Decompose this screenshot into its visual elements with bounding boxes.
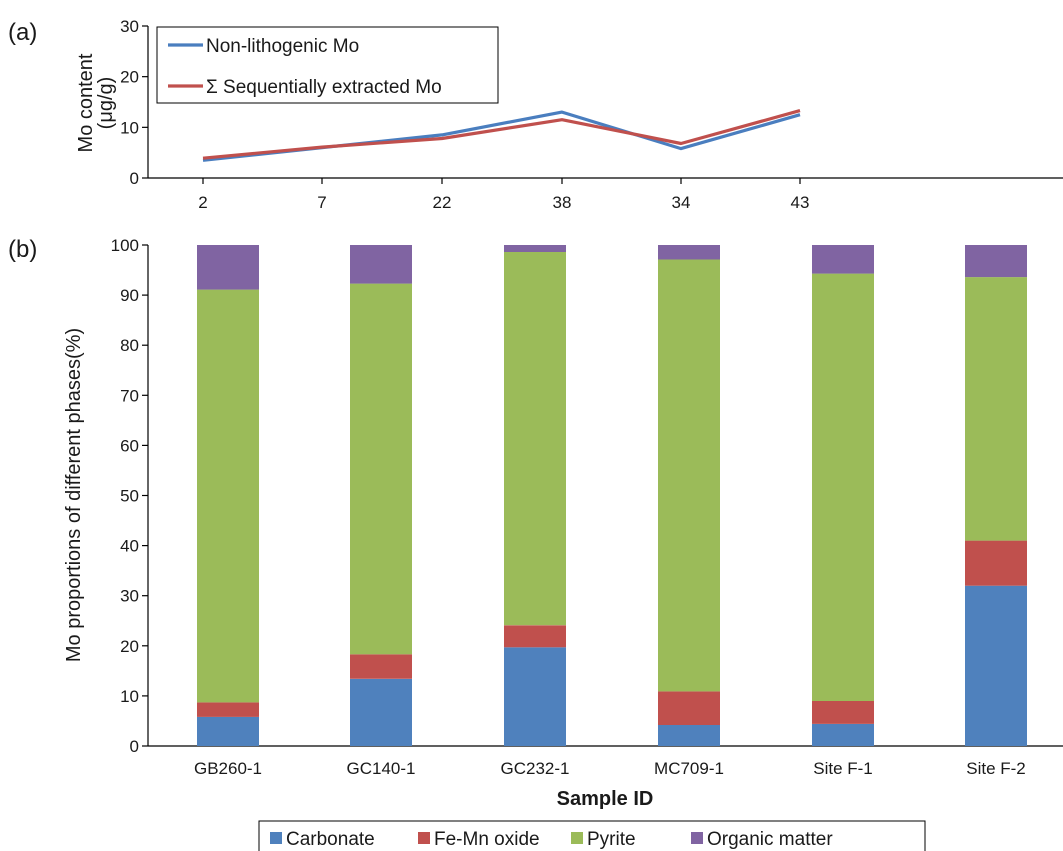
bar-segment-pyrite xyxy=(504,252,566,626)
bar-segment-fe-mn-oxide xyxy=(812,700,874,724)
y-tick-label-b: 100 xyxy=(111,236,139,255)
legend-swatch-b xyxy=(571,832,583,844)
x-tick-label-b: GC140-1 xyxy=(347,759,416,778)
bar-segment-fe-mn-oxide xyxy=(658,691,720,725)
y-tick-label-b: 50 xyxy=(120,487,139,506)
y-tick-label-b: 70 xyxy=(120,386,139,405)
panel-label-a: (a) xyxy=(8,19,37,46)
bar-segment-carbonate xyxy=(812,724,874,746)
y-tick-label-a: 20 xyxy=(120,68,139,87)
bar-segment-pyrite xyxy=(197,289,259,703)
legend-label-b: Pyrite xyxy=(587,829,636,850)
bar-segment-organic-matter xyxy=(504,245,566,252)
y-axis-title-a-line2: (μg/g) xyxy=(95,77,117,130)
y-tick-label-a: 0 xyxy=(130,169,139,188)
x-tick-label-b: Site F-2 xyxy=(966,759,1026,778)
y-axis-title-a-line1: Mo content xyxy=(75,53,97,152)
series-line-a-1 xyxy=(202,109,801,160)
x-axis-title-b: Sample ID xyxy=(557,788,654,810)
y-tick-label-b: 10 xyxy=(120,687,139,706)
bar-segment-organic-matter xyxy=(965,245,1027,278)
legend-swatch-b xyxy=(691,832,703,844)
x-tick-label-a: 34 xyxy=(672,193,691,212)
x-tick-label-b: MC709-1 xyxy=(654,759,724,778)
x-tick-label-a: 7 xyxy=(317,193,326,212)
x-tick-label-b: GC232-1 xyxy=(501,759,570,778)
y-tick-label-b: 0 xyxy=(130,737,139,756)
bar-segment-carbonate xyxy=(965,585,1027,746)
bar-segment-organic-matter xyxy=(812,245,874,274)
legend-swatch-b xyxy=(418,832,430,844)
bar-segment-carbonate xyxy=(350,678,412,746)
x-tick-label-a: 2 xyxy=(198,193,207,212)
x-tick-label-a: 38 xyxy=(553,193,572,212)
bar-segment-fe-mn-oxide xyxy=(504,625,566,648)
bar-segment-organic-matter xyxy=(350,245,412,284)
y-tick-label-b: 40 xyxy=(120,537,139,556)
y-tick-label-a: 10 xyxy=(120,118,139,137)
y-axis-title-b: Mo proportions of different phases(%) xyxy=(63,328,85,662)
y-tick-label-b: 20 xyxy=(120,637,139,656)
legend-swatch-b xyxy=(270,832,282,844)
legend-label-b: Carbonate xyxy=(286,829,375,850)
bar-segment-organic-matter xyxy=(658,245,720,260)
legend-box-a xyxy=(156,26,499,104)
bar-segment-organic-matter xyxy=(197,245,259,290)
bar-segment-carbonate xyxy=(197,716,259,746)
y-tick-label-a: 30 xyxy=(120,17,139,36)
bar-segment-carbonate xyxy=(658,725,720,746)
bar-segment-pyrite xyxy=(350,283,412,655)
panel-label-b: (b) xyxy=(8,236,37,263)
x-tick-label-b: GB260-1 xyxy=(194,759,262,778)
bar-segment-pyrite xyxy=(965,277,1027,541)
x-tick-label-a: 43 xyxy=(791,193,810,212)
bar-segment-pyrite xyxy=(812,273,874,701)
legend-label-a: Non-lithogenic Mo xyxy=(206,36,359,57)
legend-box-b xyxy=(258,820,926,851)
x-tick-label-b: Site F-1 xyxy=(813,759,873,778)
y-tick-label-b: 60 xyxy=(120,436,139,455)
y-tick-label-b: 30 xyxy=(120,587,139,606)
legend-label-b: Organic matter xyxy=(707,829,833,850)
bar-segment-fe-mn-oxide xyxy=(965,540,1027,586)
legend-label-a: Σ Sequentially extracted Mo xyxy=(206,77,442,98)
bar-segment-fe-mn-oxide xyxy=(197,702,259,717)
y-tick-label-b: 80 xyxy=(120,336,139,355)
x-tick-label-a: 22 xyxy=(433,193,452,212)
legend-label-b: Fe-Mn oxide xyxy=(434,829,540,850)
bar-segment-pyrite xyxy=(658,259,720,692)
bar-segment-fe-mn-oxide xyxy=(350,654,412,679)
y-tick-label-b: 90 xyxy=(120,286,139,305)
bar-segment-carbonate xyxy=(504,647,566,746)
